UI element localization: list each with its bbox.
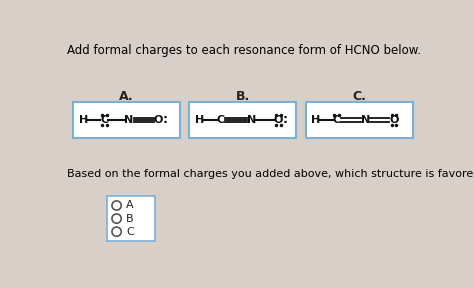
Text: Add formal charges to each resonance form of HCNO below.: Add formal charges to each resonance for…: [67, 44, 421, 57]
Bar: [73, 102, 180, 138]
Text: A: A: [126, 200, 134, 211]
Text: A.: A.: [119, 90, 134, 103]
Text: O: O: [389, 115, 399, 125]
Text: B.: B.: [236, 90, 250, 103]
Text: N: N: [124, 115, 134, 125]
Text: H: H: [195, 115, 204, 125]
Bar: [107, 196, 155, 241]
Text: C.: C.: [352, 90, 366, 103]
Bar: [190, 102, 296, 138]
Text: C: C: [333, 115, 341, 125]
Text: C: C: [217, 115, 225, 125]
Text: O: O: [274, 115, 283, 125]
Text: Based on the formal charges you added above, which structure is favored?: Based on the formal charges you added ab…: [67, 169, 474, 179]
Text: O: O: [154, 115, 163, 125]
Bar: [306, 102, 413, 138]
Text: B: B: [126, 214, 134, 223]
Text: N: N: [247, 115, 256, 125]
Text: H: H: [311, 115, 320, 125]
Text: :: :: [163, 113, 168, 126]
Text: C: C: [100, 115, 108, 125]
Text: H: H: [79, 115, 88, 125]
Text: C: C: [126, 227, 134, 237]
Text: N: N: [361, 115, 370, 125]
Text: :: :: [283, 113, 288, 126]
